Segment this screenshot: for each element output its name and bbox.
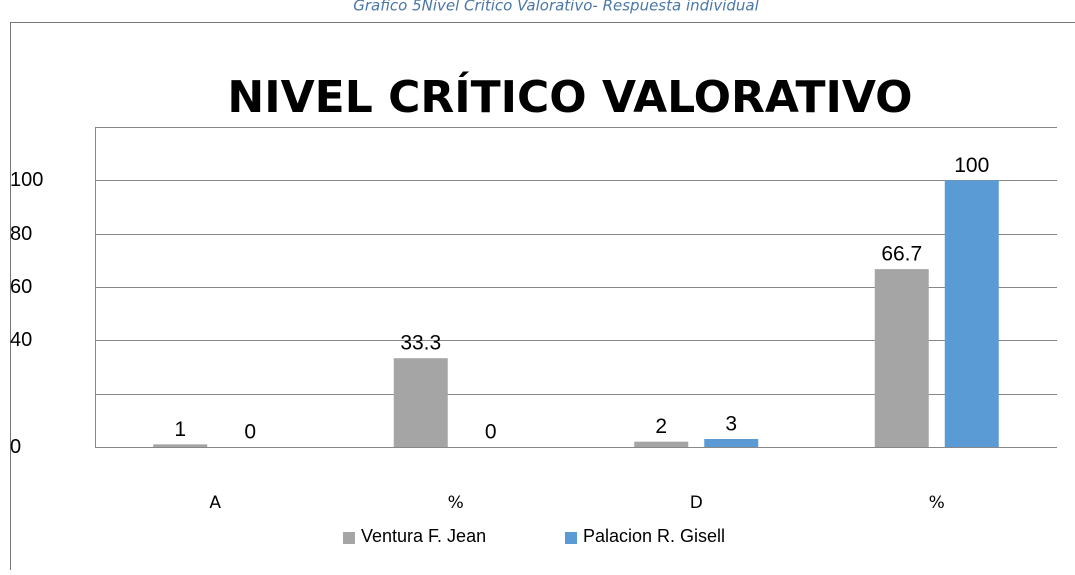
bar bbox=[153, 444, 207, 447]
bar bbox=[945, 180, 999, 447]
legend-label: Palacion R. Gisell bbox=[583, 526, 725, 546]
value-label: 2 bbox=[655, 415, 667, 438]
caption: Grafico 5Nivel Crítico Valorativo- Respu… bbox=[353, 0, 759, 15]
x-tick-label: D bbox=[690, 493, 703, 513]
x-tick-label: % bbox=[929, 493, 945, 513]
value-label: 1 bbox=[174, 418, 186, 441]
bar bbox=[704, 439, 758, 447]
bar bbox=[875, 269, 929, 447]
chart-title: NIVEL CRÍTICO VALORATIVO bbox=[227, 70, 912, 123]
y-tick-label: 0 bbox=[10, 436, 21, 458]
legend-swatch bbox=[565, 532, 577, 544]
value-label: 3 bbox=[725, 413, 737, 436]
value-label: 100 bbox=[954, 154, 989, 177]
legend-label: Ventura F. Jean bbox=[361, 526, 486, 546]
x-tick-label: % bbox=[448, 493, 464, 513]
value-label: 0 bbox=[485, 421, 497, 444]
y-tick-label: 80 bbox=[10, 223, 32, 245]
legend-swatch bbox=[343, 532, 355, 544]
bar bbox=[634, 442, 688, 447]
value-label: 0 bbox=[244, 421, 256, 444]
value-label: 33.3 bbox=[400, 332, 441, 355]
x-tick-label: A bbox=[209, 493, 221, 513]
bar bbox=[394, 358, 448, 447]
y-tick-label: 100 bbox=[10, 169, 43, 191]
value-label: 66.7 bbox=[881, 243, 922, 266]
y-tick-label: 40 bbox=[10, 329, 32, 351]
y-tick-label: 60 bbox=[10, 276, 32, 298]
